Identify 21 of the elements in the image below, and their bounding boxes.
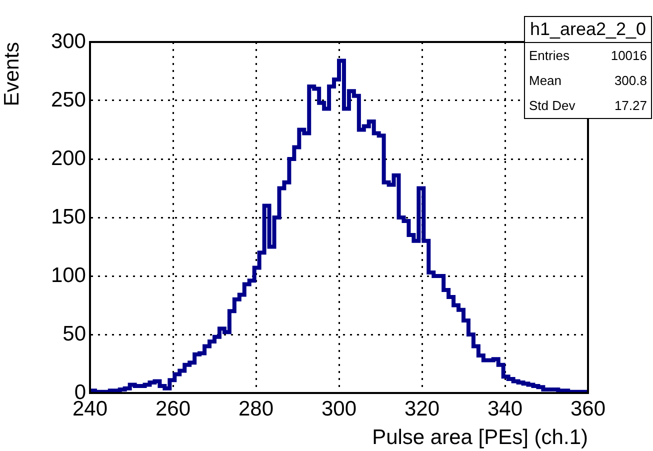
text: 10016	[610, 48, 647, 63]
annotation: Entries	[529, 48, 570, 63]
text: 300.8	[614, 73, 647, 88]
x-tick-label: 280	[238, 397, 274, 420]
annotation: Mean	[529, 73, 562, 88]
y-tick-label: 250	[50, 88, 86, 112]
x-tick-label: 300	[321, 397, 357, 420]
annotation: Std Dev	[529, 98, 576, 113]
x-tick-label: 320	[404, 397, 440, 420]
y-tick-label: 200	[50, 146, 86, 170]
y-tick-label: 50	[62, 322, 86, 346]
y-tick-label: 100	[50, 264, 86, 287]
x-tick-label: 360	[570, 397, 606, 420]
x-tick-label: 340	[487, 397, 523, 420]
x-tick-label: 260	[155, 397, 191, 420]
x-axis-title: Pulse area [PEs] (ch.1)	[372, 426, 588, 450]
y-axis-title: Events	[0, 42, 24, 106]
text: h1_area2_2_0	[525, 17, 651, 43]
text: 17.27	[614, 98, 647, 113]
y-tick-label: 300	[50, 30, 86, 53]
y-tick-label: 150	[50, 205, 86, 228]
